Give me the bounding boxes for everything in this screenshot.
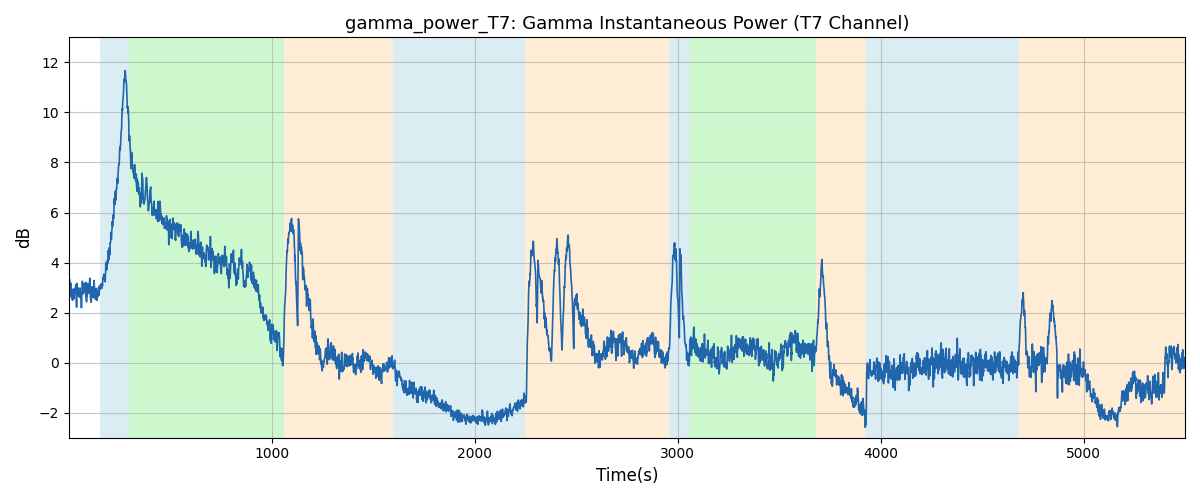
Bar <box>1019 38 1186 438</box>
Bar <box>128 38 284 438</box>
Bar <box>816 38 866 438</box>
Bar <box>866 38 1019 438</box>
Title: gamma_power_T7: Gamma Instantaneous Power (T7 Channel): gamma_power_T7: Gamma Instantaneous Powe… <box>344 15 910 34</box>
X-axis label: Time(s): Time(s) <box>595 467 658 485</box>
Bar <box>394 38 526 438</box>
Bar <box>284 38 394 438</box>
Y-axis label: dB: dB <box>16 226 34 248</box>
Bar <box>526 38 670 438</box>
Bar <box>100 38 128 438</box>
Bar <box>690 38 816 438</box>
Bar <box>670 38 690 438</box>
